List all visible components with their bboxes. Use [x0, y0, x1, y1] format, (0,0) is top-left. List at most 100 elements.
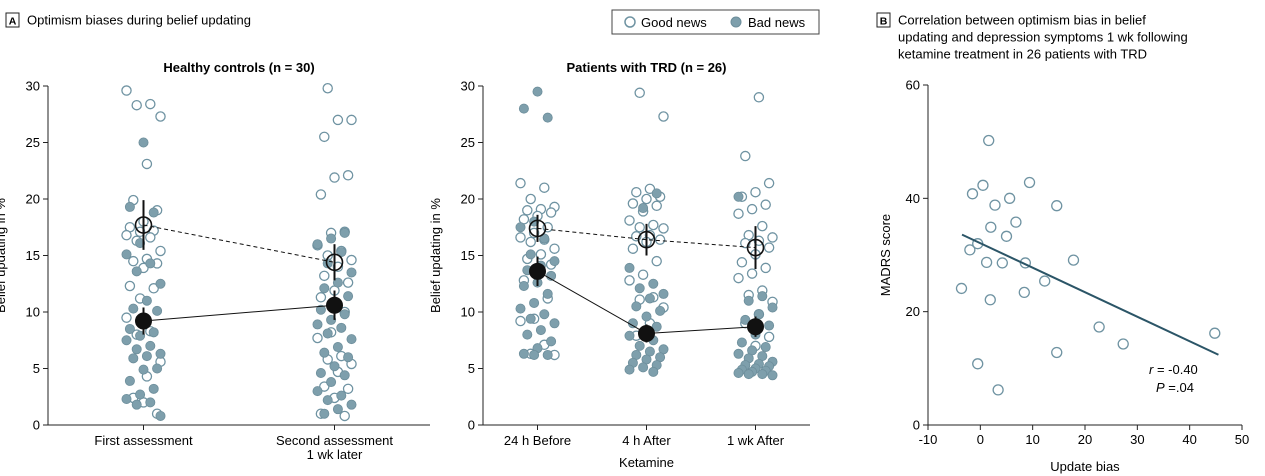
good-news-point: [319, 131, 330, 143]
data-point: [955, 282, 968, 295]
bad-news-point: [315, 304, 326, 315]
x-axis-label: Update bias: [1050, 459, 1120, 474]
bad-news-point: [515, 222, 526, 233]
good-news-point: [141, 158, 153, 170]
bad-news-point: [624, 330, 635, 341]
good-news-point: [634, 87, 645, 99]
bad-news-point: [145, 340, 156, 351]
good-news-point: [651, 200, 662, 212]
good-news-mean-marker: [637, 230, 656, 249]
good-news-point: [539, 182, 550, 193]
x-tick-label: -10: [919, 432, 938, 447]
good-news-point: [545, 207, 557, 218]
data-point: [1003, 192, 1016, 204]
bad-news-point: [651, 188, 662, 199]
good-news-point: [750, 186, 761, 198]
bad-news-point: [322, 328, 333, 339]
bad-news-point: [631, 301, 642, 312]
panel-a-title: Optimism biases during belief updating: [27, 13, 251, 28]
bad-news-point: [655, 305, 666, 316]
bad-news-point: [743, 369, 754, 380]
y-tick-label: 0: [33, 418, 40, 433]
bad-news-point: [339, 227, 350, 238]
legend-bad-news-marker: [730, 16, 742, 28]
good-news-mean-marker: [325, 253, 344, 272]
good-news-point: [763, 177, 775, 189]
bad-news-point: [339, 370, 350, 381]
good-news-point: [637, 269, 649, 280]
x-tick-label: 1 wk After: [727, 433, 785, 448]
good-news-point: [329, 172, 340, 183]
bad-news-point: [624, 262, 635, 273]
good-news-mean-marker: [746, 238, 765, 257]
good-news-point: [515, 315, 526, 327]
bad-news-point: [138, 137, 149, 148]
bad-news-point: [346, 267, 357, 278]
good-news-point: [315, 292, 327, 303]
good-news-mean-marker: [528, 219, 547, 238]
x-tick-label: Second assessment: [276, 433, 393, 448]
y-tick-label: 15: [461, 248, 475, 263]
bad-news-point: [148, 327, 159, 338]
y-tick-label: 5: [468, 361, 475, 376]
bad-news-point: [542, 288, 553, 299]
bad-news-mean-marker: [747, 318, 764, 336]
bad-news-point: [135, 330, 146, 341]
data-point: [1209, 327, 1221, 339]
bad-news-point: [343, 352, 354, 363]
bad-news-point: [525, 313, 536, 324]
good-news-point: [121, 229, 132, 241]
good-news-point: [624, 275, 635, 286]
bad-news-point: [624, 364, 635, 375]
bad-news-point: [539, 309, 550, 320]
chart-patients-trd: Patients with TRD (n = 26) 0 5 10 15 20 25 30 Be…: [428, 60, 810, 470]
bad-news-point: [529, 349, 540, 360]
x-tick-label: 50: [1235, 432, 1249, 447]
data-point: [992, 384, 1004, 396]
data-point: [1093, 321, 1105, 333]
bad-news-point: [648, 366, 659, 377]
bad-news-point: [767, 370, 778, 381]
bad-news-point: [532, 86, 543, 97]
panel-b-header: B Correlation between optimism bias in b…: [876, 12, 1188, 62]
bad-news-point: [326, 377, 337, 388]
bad-news-point: [332, 404, 343, 415]
data-point: [1117, 338, 1129, 350]
y-tick-label: 15: [26, 248, 40, 263]
bad-news-point: [518, 281, 529, 292]
good-news-point: [760, 262, 771, 274]
y-tick-label: 20: [26, 192, 40, 207]
bad-news-point: [332, 342, 343, 353]
bad-news-point: [152, 363, 163, 374]
good-news-point: [515, 177, 526, 189]
bad-news-point: [124, 323, 135, 334]
good-news-point: [346, 254, 357, 266]
bad-news-point: [145, 258, 156, 269]
good-news-point: [346, 114, 357, 126]
good-news-point: [767, 232, 778, 243]
regression-line: [961, 233, 1219, 356]
bad-news-point: [518, 103, 529, 114]
data-point: [1051, 346, 1063, 359]
bad-news-point: [757, 291, 768, 302]
bad-news-point: [148, 207, 159, 218]
bad-news-mean-line: [143, 304, 335, 322]
legend: Good news Bad news: [611, 9, 820, 35]
y-tick-label: 0: [913, 418, 920, 433]
good-news-point: [155, 245, 166, 257]
good-news-point: [339, 410, 350, 422]
good-news-point: [651, 255, 662, 267]
y-tick-label: 30: [461, 79, 475, 94]
x-tick-label: 1 wk later: [307, 447, 363, 462]
good-news-point: [641, 193, 652, 205]
bad-news-point: [141, 351, 152, 362]
good-news-point: [528, 227, 540, 239]
bad-news-point: [131, 266, 142, 277]
legend-bad-news-label: Bad news: [748, 15, 806, 30]
bad-news-point: [121, 394, 132, 405]
data-point: [996, 257, 1008, 269]
bad-news-point: [155, 348, 166, 359]
bad-news-point: [322, 395, 333, 406]
bad-news-point: [124, 375, 135, 386]
